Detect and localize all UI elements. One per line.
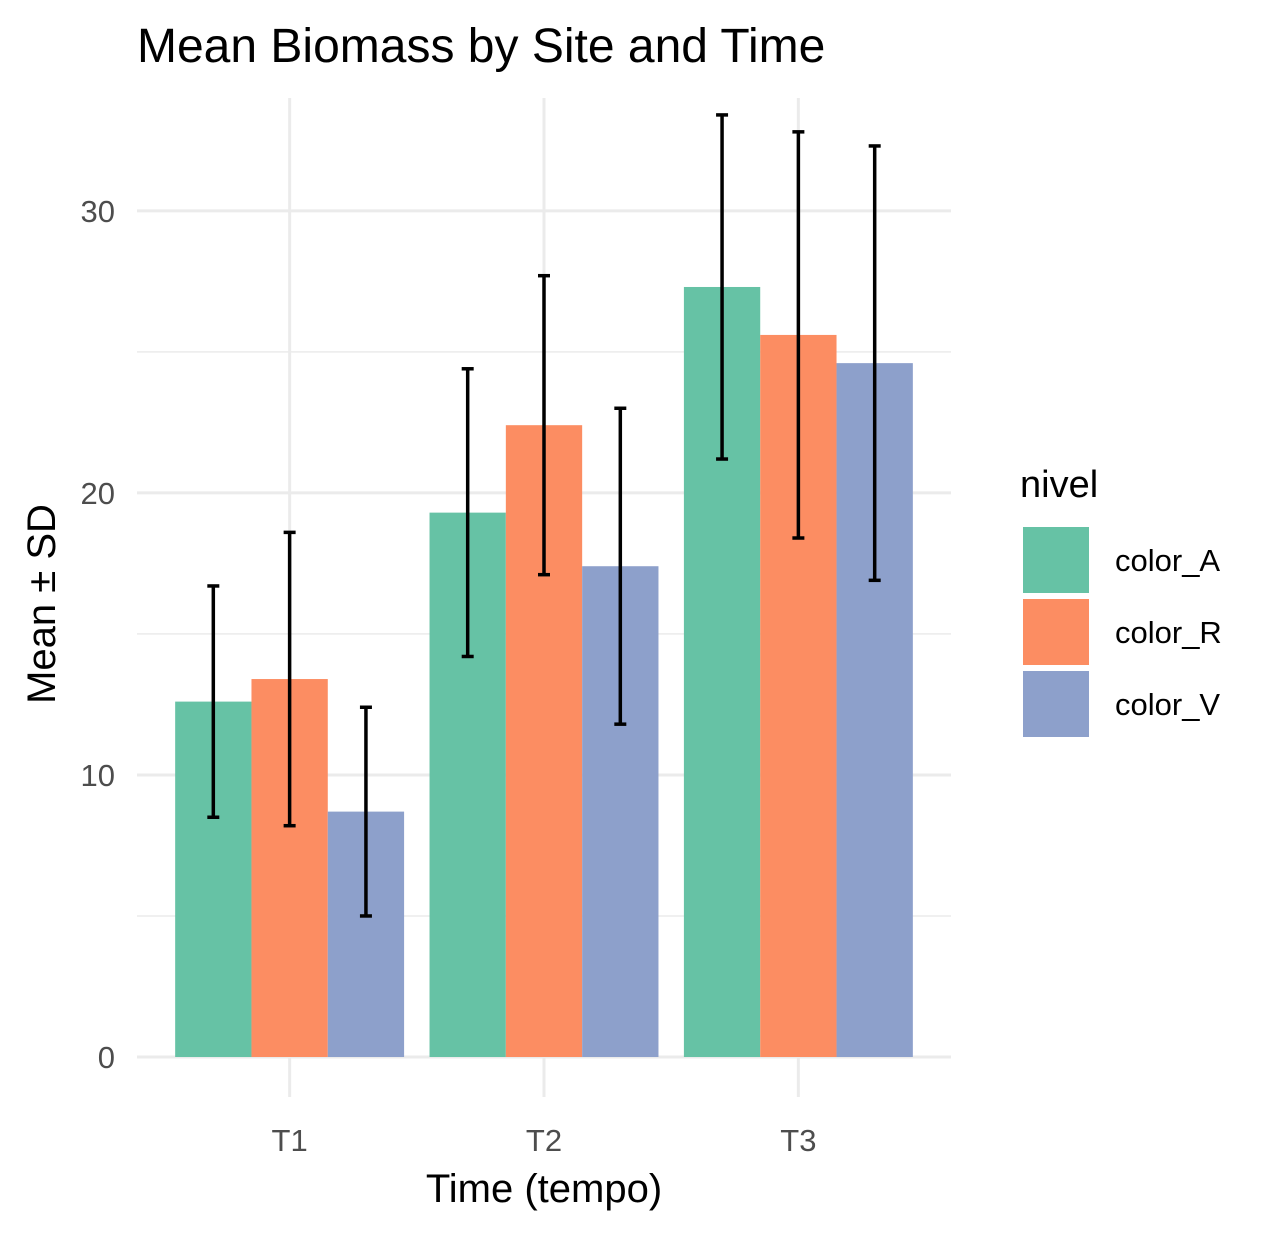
- x-axis-title: Time (tempo): [426, 1167, 662, 1211]
- y-tick-label: 30: [81, 194, 115, 229]
- y-tick-label: 20: [81, 476, 115, 511]
- legend-key: [1023, 599, 1089, 665]
- y-tick-label: 10: [81, 758, 115, 793]
- legend-title: nivel: [1020, 464, 1098, 506]
- x-tick-label: T2: [526, 1123, 562, 1158]
- x-tick-label: T3: [780, 1123, 816, 1158]
- chart-title: Mean Biomass by Site and Time: [137, 20, 825, 73]
- legend-label: color_V: [1115, 687, 1220, 722]
- axes: 0 10 20 30 T1 T2 T3: [81, 194, 817, 1158]
- legend-key: [1023, 527, 1089, 593]
- y-tick-label: 0: [98, 1040, 115, 1075]
- x-tick-label: T1: [272, 1123, 308, 1158]
- legend: nivel color_A color_R color_V: [1020, 464, 1222, 737]
- legend-key: [1023, 671, 1089, 737]
- y-axis-title: Mean ± SD: [20, 504, 64, 704]
- error-bars: [207, 113, 881, 918]
- legend-label: color_R: [1115, 615, 1222, 650]
- legend-label: color_A: [1115, 543, 1220, 578]
